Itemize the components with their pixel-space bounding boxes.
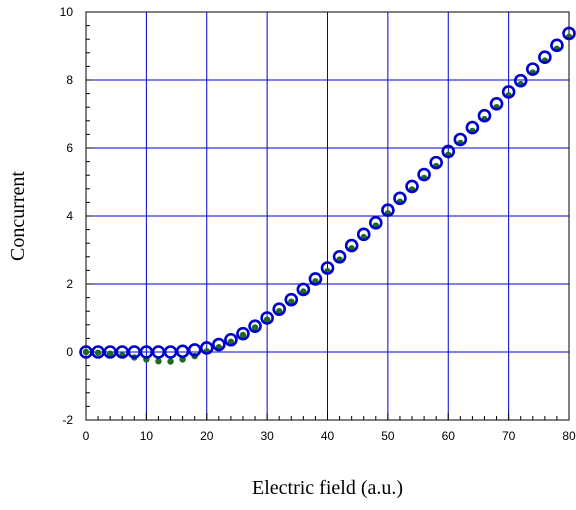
y-tick-label: 6 [66, 141, 73, 155]
filled-point [106, 350, 114, 357]
x-tick-label: 10 [140, 429, 154, 443]
open-point [429, 155, 443, 170]
open-point [513, 73, 528, 88]
x-tick-label: 60 [442, 429, 456, 443]
open-point [477, 108, 492, 123]
filled-point [167, 358, 174, 365]
open-point [284, 292, 299, 307]
y-tick-labels: -2 0 2 4 6 8 10 [60, 5, 74, 427]
open-point [248, 319, 262, 333]
x-tick-label: 70 [502, 429, 516, 443]
open-point [224, 332, 238, 347]
open-point [187, 343, 202, 357]
x-tick-label: 40 [321, 429, 335, 443]
open-point [381, 203, 395, 218]
open-point [175, 344, 190, 359]
y-tick-label: 4 [66, 209, 73, 223]
x-tick-label: 0 [83, 429, 90, 443]
open-point [272, 302, 287, 316]
x-tick-label: 80 [562, 429, 576, 443]
x-tick-label: 50 [381, 429, 395, 443]
open-point [260, 311, 274, 325]
x-tick-label: 30 [260, 429, 274, 443]
open-point [320, 261, 335, 275]
open-point [332, 249, 347, 264]
open-point [356, 227, 371, 242]
filled-point [155, 357, 162, 365]
y-tick-label: 10 [60, 5, 74, 19]
open-point [489, 97, 504, 111]
y-tick-label: 0 [66, 345, 73, 359]
filled-point [227, 338, 235, 345]
y-tick-label: 8 [66, 73, 73, 87]
y-axis-title: Concurrent [7, 171, 29, 261]
open-point [296, 282, 311, 297]
y-tick-label: -2 [62, 413, 73, 427]
open-point [538, 50, 552, 65]
open-point [199, 341, 214, 355]
open-point [562, 26, 576, 41]
open-point [212, 337, 226, 352]
filled-point [300, 288, 307, 295]
open-point [465, 120, 480, 135]
filled-point [82, 348, 90, 356]
x-axis-title: Electric field (a.u.) [252, 477, 403, 499]
open-point [501, 85, 516, 99]
open-point [550, 38, 564, 53]
open-point [368, 216, 383, 230]
x-tick-label: 20 [200, 429, 214, 443]
open-point [525, 62, 540, 76]
open-point [308, 272, 323, 286]
filled-point [263, 316, 271, 323]
y-tick-label: 2 [66, 277, 73, 291]
filled-point [94, 349, 102, 356]
filled-point [251, 324, 259, 331]
open-point [393, 191, 407, 206]
open-point [417, 167, 431, 182]
open-point [441, 144, 456, 159]
x-tick-labels: 0 10 20 30 40 50 60 70 80 [83, 429, 576, 443]
filled-point [239, 331, 247, 339]
series [79, 26, 576, 365]
filled-point [288, 298, 295, 305]
filled-point [276, 308, 283, 315]
open-point [344, 238, 359, 253]
open-point [453, 132, 468, 147]
open-point [236, 326, 250, 341]
open-point [405, 179, 419, 194]
